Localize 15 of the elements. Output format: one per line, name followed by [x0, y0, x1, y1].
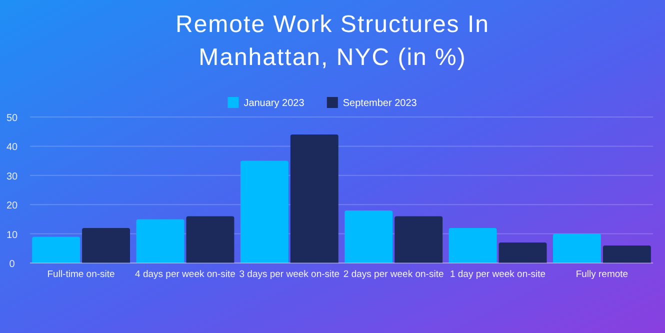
x-tick-label: Fully remote — [576, 269, 628, 280]
x-tick-label: 3 days per week on-site — [239, 269, 340, 280]
x-tick-label: 4 days per week on-site — [135, 269, 236, 280]
x-tick-label: 1 day per week on-site — [450, 269, 546, 280]
x-tick-label: 2 days per week on-site — [343, 269, 444, 280]
chart-title: Remote Work Structures In Manhattan, NYC (in %) — [176, 11, 490, 71]
legend-label: September 2023 — [342, 98, 418, 109]
y-tick-label: 0 — [9, 259, 16, 270]
y-tick-label: 20 — [6, 200, 18, 212]
legend-label: January 2023 — [244, 98, 305, 109]
y-tick-label: 50 — [6, 113, 18, 124]
x-tick-label: Full-time on-site — [47, 269, 115, 280]
y-tick-label: 40 — [6, 142, 18, 154]
y-tick-label: 30 — [6, 171, 18, 182]
y-tick-label: 10 — [6, 230, 18, 241]
